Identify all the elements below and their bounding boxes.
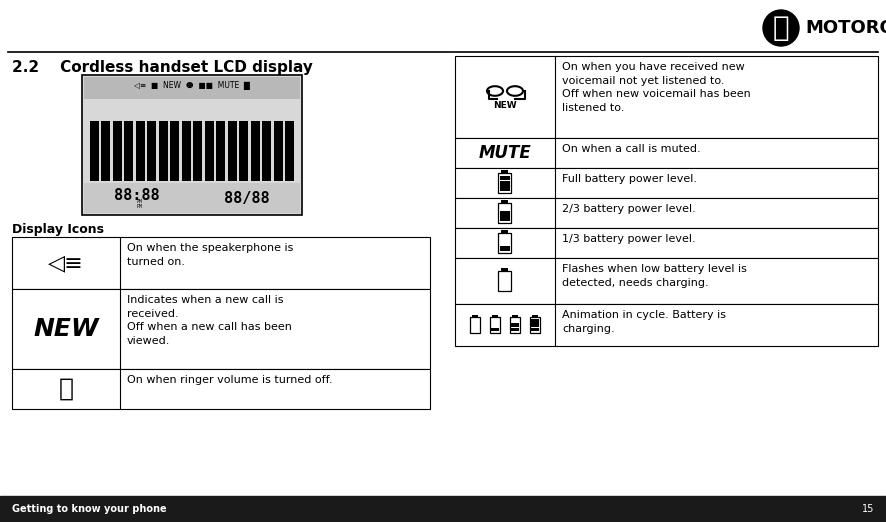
Bar: [455, 198, 878, 228]
Text: 2.2    Cordless handset LCD display: 2.2 Cordless handset LCD display: [12, 60, 313, 75]
Bar: [455, 258, 878, 304]
Text: On when a call is muted.: On when a call is muted.: [562, 144, 701, 154]
Bar: [113, 121, 121, 181]
Text: MUTE: MUTE: [478, 144, 532, 162]
Bar: [500, 211, 510, 216]
Bar: [470, 317, 480, 333]
Text: Full battery power level.: Full battery power level.: [562, 174, 697, 184]
Bar: [499, 271, 511, 291]
Bar: [499, 203, 511, 223]
Bar: [285, 121, 294, 181]
Bar: [147, 121, 156, 181]
Bar: [531, 327, 539, 331]
Bar: [170, 121, 179, 181]
Text: NEW: NEW: [33, 317, 99, 341]
Bar: [136, 121, 144, 181]
Bar: [12, 369, 430, 409]
Bar: [89, 121, 98, 181]
Bar: [472, 315, 478, 317]
Text: AM
PM: AM PM: [137, 198, 143, 209]
Bar: [501, 268, 509, 271]
Bar: [0, 496, 886, 522]
Bar: [455, 228, 878, 258]
Bar: [500, 181, 510, 186]
Bar: [193, 121, 202, 181]
Bar: [500, 186, 510, 191]
Bar: [455, 138, 878, 168]
Bar: [499, 233, 511, 253]
Bar: [251, 121, 260, 181]
Text: Flashes when low battery level is
detected, needs charging.: Flashes when low battery level is detect…: [562, 264, 747, 288]
Bar: [499, 173, 511, 193]
Bar: [455, 168, 878, 198]
Text: 🔕: 🔕: [58, 377, 74, 401]
Bar: [501, 200, 509, 203]
Text: 2/3 battery power level.: 2/3 battery power level.: [562, 204, 696, 214]
Bar: [216, 121, 225, 181]
Bar: [84, 77, 300, 99]
Bar: [493, 315, 498, 317]
Bar: [228, 121, 237, 181]
Bar: [101, 121, 110, 181]
Bar: [500, 216, 510, 221]
Bar: [500, 246, 510, 251]
Text: Getting to know your phone: Getting to know your phone: [12, 504, 167, 514]
Bar: [239, 121, 248, 181]
Bar: [509, 317, 520, 333]
Bar: [500, 175, 510, 180]
Circle shape: [763, 10, 799, 46]
Bar: [532, 315, 538, 317]
Bar: [182, 121, 190, 181]
Bar: [12, 237, 430, 289]
Bar: [274, 121, 283, 181]
Text: Display Icons: Display Icons: [12, 223, 104, 236]
Text: ◁≡: ◁≡: [48, 253, 84, 273]
Bar: [531, 319, 539, 323]
Bar: [455, 304, 878, 346]
Bar: [531, 323, 539, 327]
Text: Animation in cycle. Battery is
charging.: Animation in cycle. Battery is charging.: [562, 310, 726, 334]
Text: On when you have received new
voicemail not yet listened to.
Off when new voicem: On when you have received new voicemail …: [562, 62, 750, 113]
Text: 88:88: 88:88: [114, 188, 159, 204]
Bar: [205, 121, 214, 181]
Bar: [84, 183, 300, 213]
Bar: [491, 327, 499, 331]
Text: 15: 15: [861, 504, 874, 514]
Bar: [512, 315, 517, 317]
Text: On when ringer volume is turned off.: On when ringer volume is turned off.: [127, 375, 332, 385]
Bar: [159, 121, 167, 181]
Text: On when the speakerphone is
turned on.: On when the speakerphone is turned on.: [127, 243, 293, 267]
Text: Ⓜ: Ⓜ: [773, 14, 789, 42]
Bar: [124, 121, 133, 181]
Bar: [501, 230, 509, 233]
Bar: [82, 75, 302, 215]
Bar: [530, 317, 540, 333]
Bar: [490, 317, 501, 333]
Text: Indicates when a new call is
received.
Off when a new call has been
viewed.: Indicates when a new call is received. O…: [127, 295, 291, 346]
Text: ◁≡  ■  NEW  ☻  ■■  MUTE  █: ◁≡ ■ NEW ☻ ■■ MUTE █: [134, 81, 250, 90]
Text: 88/88: 88/88: [224, 191, 270, 206]
Bar: [262, 121, 271, 181]
Text: MOTOROLA: MOTOROLA: [805, 19, 886, 37]
Bar: [455, 56, 878, 138]
Text: NEW: NEW: [494, 101, 517, 110]
Bar: [511, 327, 519, 331]
Text: 1/3 battery power level.: 1/3 battery power level.: [562, 234, 696, 244]
Bar: [12, 289, 430, 369]
Bar: [501, 170, 509, 173]
Bar: [511, 323, 519, 327]
